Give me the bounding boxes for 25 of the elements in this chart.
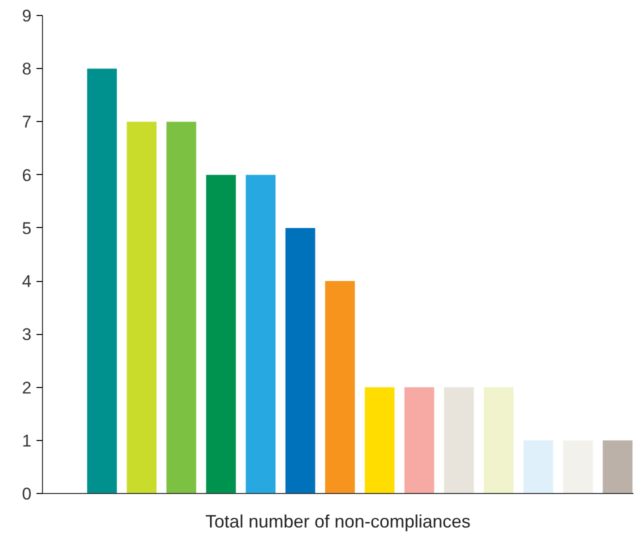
y-tick-label: 2 xyxy=(22,378,32,398)
bar xyxy=(126,122,157,494)
bar xyxy=(87,68,117,494)
y-tick-label: 7 xyxy=(22,112,32,132)
bar xyxy=(285,228,316,494)
y-tick-label: 5 xyxy=(22,218,32,238)
bar xyxy=(206,174,236,494)
bar xyxy=(246,174,276,494)
bar xyxy=(563,440,593,494)
bar xyxy=(523,440,554,494)
y-tick-label: 0 xyxy=(22,484,32,504)
y-tick-label: 3 xyxy=(22,325,32,344)
y-tick-label: 4 xyxy=(22,272,32,292)
y-tick-label: 1 xyxy=(22,431,32,450)
y-tick-label: 6 xyxy=(22,166,32,185)
bar xyxy=(325,281,355,494)
bar xyxy=(364,387,395,494)
bar xyxy=(166,122,196,494)
y-tick-label: 9 xyxy=(22,6,32,26)
y-tick-label: 8 xyxy=(22,60,32,79)
bar xyxy=(444,387,474,494)
bar xyxy=(404,387,434,494)
bar xyxy=(484,387,514,494)
x-axis-title: Total number of non-compliances xyxy=(205,512,471,532)
bar xyxy=(602,440,633,494)
